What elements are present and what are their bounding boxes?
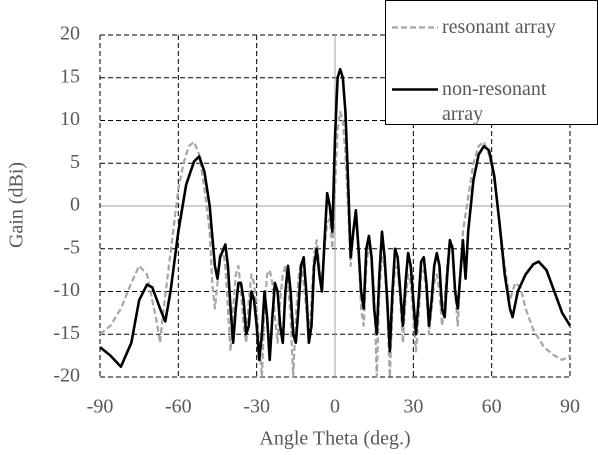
- y-tick-label: -20: [53, 365, 80, 387]
- legend-item: non-resonant array: [392, 77, 592, 127]
- x-tick-label: -60: [165, 396, 192, 418]
- legend-swatch: [392, 15, 438, 40]
- x-tick-label: 60: [482, 396, 502, 418]
- y-tick-label: -15: [53, 322, 80, 344]
- legend-label: resonant array: [442, 15, 592, 40]
- legend-item: resonant array: [392, 15, 592, 40]
- legend-label: non-resonant array: [442, 77, 592, 127]
- y-axis-title: Gain (dBi): [6, 162, 28, 248]
- y-tick-label: 20: [60, 23, 80, 45]
- y-tick-label: 0: [70, 194, 80, 216]
- y-tick-label: 5: [70, 151, 80, 173]
- x-tick-label: -90: [87, 396, 114, 418]
- x-tick-label: 90: [560, 396, 580, 418]
- x-tick-label: 30: [403, 396, 423, 418]
- y-tick-label: -10: [53, 279, 80, 301]
- x-tick-label: 0: [330, 396, 340, 418]
- x-axis-title: Angle Theta (deg.): [259, 428, 410, 450]
- legend: resonant array non-resonant array: [385, 0, 598, 125]
- legend-swatch: [392, 77, 438, 102]
- x-tick-label: -30: [243, 396, 270, 418]
- y-tick-label: 15: [60, 65, 80, 87]
- y-tick-label: 10: [60, 108, 80, 130]
- y-tick-label: -5: [63, 236, 80, 258]
